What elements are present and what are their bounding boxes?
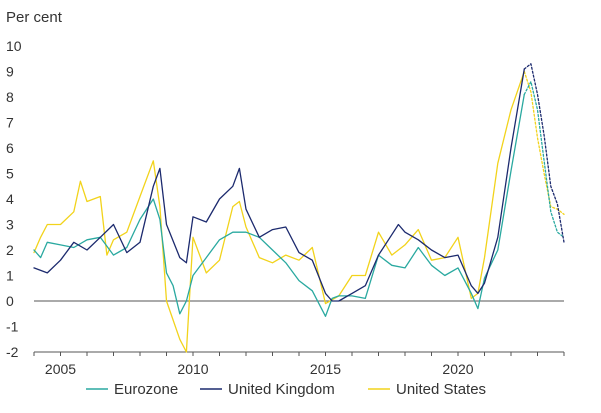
x-tick-label: 2020 [442,361,473,377]
series-line-united-kingdom-forecast [523,63,565,243]
y-tick-label: 1 [6,268,14,284]
y-tick-label: 6 [6,140,14,156]
y-tick-label: 7 [6,115,14,131]
y-tick-label: -2 [6,344,19,360]
chart-legend: Eurozone United Kingdom United States [86,381,486,398]
x-axis-tick-labels: 2005 2010 2015 2020 [45,361,474,377]
series-line-united-states-forecast [523,70,565,215]
series-line-eurozone-forecast [523,81,565,238]
series-line-united-kingdom [33,68,525,302]
x-tick-label: 2010 [177,361,208,377]
legend-label: United Kingdom [228,381,335,398]
series-lines [33,63,565,353]
y-axis-unit-label: Per cent [6,9,63,26]
y-tick-label: 2 [6,242,14,258]
y-tick-label: 8 [6,89,14,105]
series-line-united-states [33,70,525,353]
series-line-eurozone [33,93,525,317]
x-tick-label: 2005 [45,361,76,377]
y-tick-label: -1 [6,319,19,335]
x-tick-label: 2015 [310,361,341,377]
legend-label: Eurozone [114,381,178,398]
legend-label: United States [396,381,486,398]
y-axis-tick-labels: -2 -1 0 1 2 3 4 5 6 7 8 9 10 [6,38,22,360]
y-tick-label: 5 [6,166,14,182]
y-tick-label: 0 [6,293,14,309]
y-tick-label: 4 [6,191,14,207]
y-tick-label: 3 [6,217,14,233]
y-tick-label: 10 [6,38,22,54]
x-axis-tick-marks [33,352,565,356]
y-tick-label: 9 [6,64,14,80]
